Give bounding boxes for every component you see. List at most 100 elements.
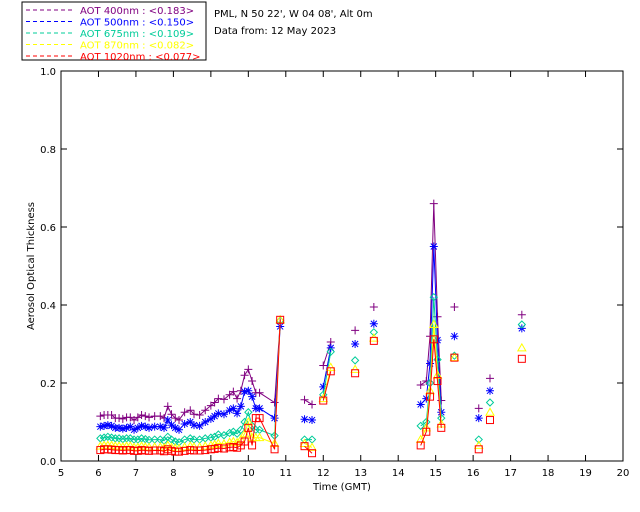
series-layer xyxy=(95,199,527,458)
legend-box xyxy=(21,1,207,61)
legend-items: AOT 400nm : <0.183>AOT 500nm : <0.150>AO… xyxy=(26,6,200,63)
data-point-asterisk xyxy=(236,402,245,411)
data-point-asterisk xyxy=(167,421,176,430)
data-point-square xyxy=(276,315,285,324)
data-point-triangle xyxy=(473,440,484,449)
data-point-triangle xyxy=(243,416,254,426)
data-point-triangle xyxy=(219,438,229,448)
date-info: Data from: 12 May 2023 xyxy=(214,26,336,37)
data-point-asterisk xyxy=(225,406,234,415)
data-point-plus xyxy=(201,406,210,415)
y-tick-label: 0.8 xyxy=(40,145,56,156)
data-point-asterisk xyxy=(255,404,264,413)
data-point-plus xyxy=(485,374,494,383)
legend-label: AOT 500nm : <0.150> xyxy=(80,18,194,29)
data-point-plus xyxy=(474,404,483,413)
data-point-plus xyxy=(369,302,378,311)
data-point-asterisk xyxy=(150,422,159,431)
data-point-asterisk xyxy=(429,242,438,251)
data-point-asterisk xyxy=(195,421,204,430)
plot-frame xyxy=(60,70,624,462)
x-axis-title: Time (GMT) xyxy=(312,482,371,493)
legend-label: AOT 870nm : <0.082> xyxy=(80,41,194,52)
x-tick-label: 11 xyxy=(279,468,292,479)
series-line xyxy=(420,339,442,446)
legend-label: AOT 675nm : <0.109> xyxy=(80,29,194,40)
data-point-square xyxy=(300,442,309,451)
data-point-asterisk xyxy=(175,425,184,434)
data-point-asterisk xyxy=(156,422,165,431)
data-point-asterisk xyxy=(126,422,135,431)
data-point-asterisk xyxy=(100,421,109,430)
data-point-plus xyxy=(450,302,459,311)
data-point-triangle xyxy=(307,442,317,451)
data-point-plus xyxy=(219,395,228,404)
data-point-asterisk xyxy=(96,422,105,431)
data-point-plus xyxy=(156,412,165,421)
data-point-asterisk xyxy=(300,415,309,424)
legend-label: AOT 400nm : <0.183> xyxy=(80,6,194,17)
data-point-square xyxy=(308,449,317,458)
data-point-diamond xyxy=(474,435,483,444)
data-point-asterisk xyxy=(351,340,360,348)
data-point-diamond xyxy=(236,425,246,435)
data-point-plus xyxy=(96,412,105,421)
x-tick-label: 17 xyxy=(504,468,517,479)
data-point-triangle xyxy=(516,342,527,352)
data-point-diamond xyxy=(229,427,238,436)
x-tick-label: 10 xyxy=(242,468,255,479)
data-point-asterisk xyxy=(160,423,169,432)
data-point-asterisk xyxy=(426,359,435,368)
x-tick-label: 8 xyxy=(170,468,176,479)
data-point-square xyxy=(150,446,159,455)
data-point-triangle xyxy=(428,319,439,328)
axis-ticks: 5 6 7 8 9 10 11 12 13 14 15 16 17 18 19 20 0.0 0.2 0.4 0.6 0… xyxy=(40,67,629,479)
data-point-asterisk xyxy=(137,421,146,430)
data-point-triangle xyxy=(149,441,160,451)
data-point-asterisk xyxy=(103,421,112,430)
data-point-plus xyxy=(416,380,425,389)
data-point-plus xyxy=(180,408,189,417)
data-point-square xyxy=(422,427,431,436)
data-point-asterisk xyxy=(118,424,127,433)
data-point-asterisk xyxy=(244,386,253,395)
data-point-asterisk xyxy=(450,332,459,341)
data-point-plus xyxy=(255,388,264,397)
data-point-diamond xyxy=(244,408,253,417)
data-point-asterisk xyxy=(233,409,242,418)
series-line xyxy=(420,297,442,427)
data-point-square xyxy=(433,377,442,386)
data-point-square xyxy=(450,353,459,362)
data-point-asterisk xyxy=(171,423,180,432)
x-tick-label: 12 xyxy=(317,468,330,479)
x-tick-label: 6 xyxy=(95,468,101,479)
data-point-asterisk xyxy=(201,418,210,426)
data-point-asterisk xyxy=(190,421,199,430)
data-point-square xyxy=(319,396,328,405)
data-point-plus xyxy=(248,377,257,386)
site-info: PML, N 50 22', W 04 08', Alt 0m xyxy=(214,9,373,20)
data-point-asterisk xyxy=(145,423,154,432)
data-point-diamond xyxy=(416,421,425,431)
data-point-plus xyxy=(308,400,317,409)
data-point-asterisk xyxy=(485,386,494,395)
data-point-asterisk xyxy=(319,382,328,391)
data-point-diamond xyxy=(163,432,172,442)
x-tick-label: 16 xyxy=(467,468,480,479)
series-line xyxy=(322,371,332,401)
x-tick-label: 14 xyxy=(392,468,405,479)
data-point-plus xyxy=(214,394,223,403)
data-point-asterisk xyxy=(308,416,317,425)
data-point-diamond xyxy=(517,320,527,329)
data-point-plus xyxy=(270,398,279,407)
data-point-diamond xyxy=(369,328,379,337)
data-point-square xyxy=(485,416,494,425)
data-point-square xyxy=(180,446,189,455)
data-point-square xyxy=(190,446,199,455)
data-point-square xyxy=(244,423,253,432)
data-point-diamond xyxy=(429,292,439,302)
data-point-asterisk xyxy=(115,423,124,432)
data-point-plus xyxy=(137,410,146,419)
data-point-square xyxy=(201,446,210,455)
